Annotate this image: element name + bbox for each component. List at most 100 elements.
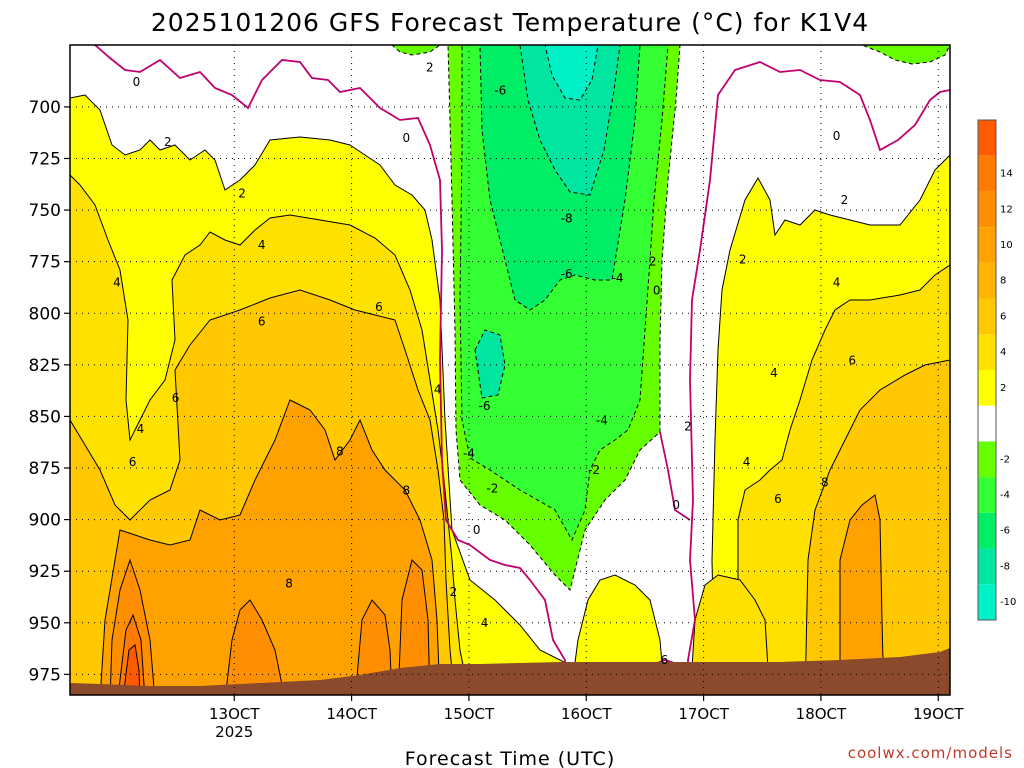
contour-label: 8	[336, 445, 344, 459]
contour-label: 0	[833, 129, 841, 143]
contour-label: 4	[481, 616, 489, 630]
x-axis-label: Forecast Time (UTC)	[405, 748, 615, 768]
x-tick-label: 14OCT	[326, 705, 377, 723]
colorbar-label: -10	[1000, 597, 1016, 608]
grid	[70, 45, 950, 695]
colorbar-label: 12	[1000, 204, 1013, 215]
colorbar-swatch	[978, 370, 996, 406]
contour-label: 2	[426, 61, 434, 75]
contour-label: 2	[649, 255, 657, 269]
y-tick-label: 875	[29, 459, 61, 479]
chart-title: 2025101206 GFS Forecast Temperature (°C)…	[151, 8, 869, 37]
plot-area	[70, 45, 950, 695]
colorbar-label: 4	[1000, 347, 1006, 358]
y-tick-label: 775	[29, 253, 61, 273]
colorbar-swatch	[978, 477, 996, 513]
y-tick-label: 725	[29, 149, 61, 169]
temp-band-8-to-10	[99, 399, 441, 695]
temp-band-10-fourth	[397, 559, 431, 695]
contour-label: 6	[848, 354, 856, 368]
colorbar-swatch	[978, 155, 996, 192]
contour-label: 4	[434, 383, 442, 397]
colorbar-label: 14	[1000, 169, 1013, 180]
x-tick-label: 17OCT	[678, 705, 729, 723]
freezing-line-right	[687, 61, 950, 695]
colorbar-swatch	[978, 298, 996, 335]
contour-label: 2	[238, 187, 246, 201]
colorbar-label: -2	[1000, 454, 1010, 465]
contour-label: 6	[774, 492, 782, 506]
y-tick-label: 825	[29, 356, 61, 376]
colorbar-frame	[977, 119, 997, 621]
contour-labels: 0 2 4 6 4 6 2 4 6 6 8 8 8 4 0 2 -6 -8 -6 -6 -4 -2 0 2 4 -4 -4 -2 2 0 2…	[113, 61, 856, 667]
colorbar-swatch	[978, 227, 996, 263]
colorbar-label: -8	[1000, 561, 1010, 572]
contour-label: 4	[137, 422, 145, 436]
credit-link[interactable]: coolwx.com/models	[848, 744, 1013, 762]
contour-label: 0	[133, 75, 141, 89]
contour-label: 6	[661, 653, 669, 667]
contour-label: -4	[612, 271, 624, 285]
plot-frame	[69, 44, 951, 696]
contour-label: -6	[494, 83, 506, 97]
contour-label: -8	[561, 211, 573, 225]
y-tick-label: 950	[29, 614, 61, 634]
temp-band-0-to-minus2-top-right	[861, 45, 950, 65]
contour-label: 2	[841, 193, 849, 207]
colorbar-swatch	[978, 262, 996, 299]
contour-label: 0	[672, 498, 680, 512]
contour-label: 2	[739, 253, 747, 267]
contour-label: 2	[164, 135, 172, 149]
contour-label: 0	[653, 284, 661, 298]
colorbar-label: -6	[1000, 526, 1010, 537]
colorbar-swatch	[978, 512, 996, 549]
y-tick-label: 750	[29, 201, 61, 221]
colorbar-swatch	[978, 441, 996, 478]
colorbar-label: 6	[1000, 311, 1006, 322]
contour-label: 6	[172, 391, 180, 405]
terrain	[70, 648, 950, 695]
colorbar-swatch	[978, 548, 996, 585]
y-tick-label: 800	[29, 304, 61, 324]
colorbar-swatch	[978, 120, 996, 156]
contour-label: 4	[833, 275, 841, 289]
x-tick-sublabel: 2025	[215, 723, 253, 741]
contour-label: 0	[473, 523, 481, 537]
contour-label: -2	[486, 482, 498, 496]
x-tick-label: 15OCT	[444, 705, 495, 723]
x-tick-label: 16OCT	[561, 705, 612, 723]
colorbar-label: 8	[1000, 276, 1006, 287]
colorbar-swatch	[978, 334, 996, 370]
colorbar-label: -4	[1000, 490, 1010, 501]
y-tick-label: 925	[29, 562, 61, 582]
temp-band-below-minus8	[544, 45, 599, 101]
y-tick-label: 700	[29, 98, 61, 118]
temp-band-14-plus	[122, 644, 141, 695]
contour-label: 2	[684, 420, 692, 434]
colorbar-swatch	[978, 405, 996, 442]
y-tick-label: 850	[29, 407, 61, 427]
contour-label: 6	[129, 455, 137, 469]
colorbar-label: 10	[1000, 240, 1013, 251]
contour-label: -6	[479, 399, 491, 413]
contour-label: 4	[743, 455, 751, 469]
colorbar-label: 2	[1000, 383, 1006, 394]
colorbar-swatch	[978, 584, 996, 620]
x-tick-label: 19OCT	[913, 705, 964, 723]
contour-label: 4	[770, 366, 778, 380]
contour-label: 6	[258, 315, 266, 329]
y-tick-label: 900	[29, 511, 61, 531]
contour-label: 8	[403, 484, 411, 498]
colorbar: 14 12 10 8 6 4 2 -2 -4 -6 -8 -10	[977, 119, 1016, 621]
contour-label: 2	[449, 585, 457, 599]
temp-band-minus6-to-minus8	[519, 45, 621, 196]
contour-label: 4	[258, 238, 266, 252]
x-tick-label: 18OCT	[796, 705, 847, 723]
contour-label: 8	[821, 475, 829, 489]
y-tick-label: 975	[29, 665, 61, 685]
contour-label: -4	[596, 414, 608, 428]
y-axis: 700 725 750 775 800 825 850 875 900 925 950 975	[29, 98, 70, 685]
contour-label: 4	[113, 275, 121, 289]
